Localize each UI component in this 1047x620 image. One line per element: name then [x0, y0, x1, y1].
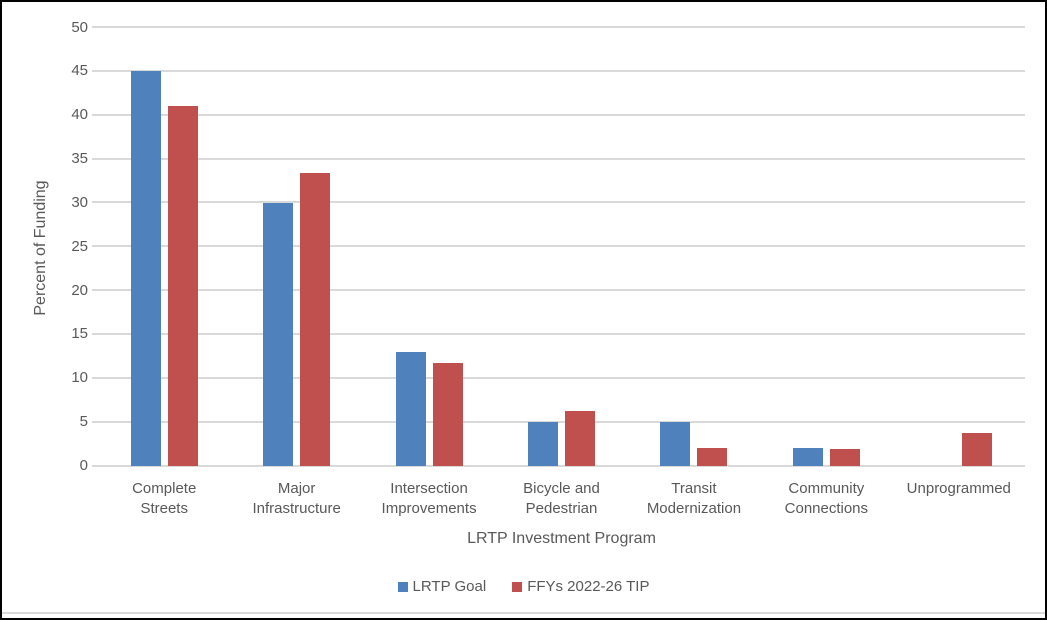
- y-tick-label-50: 50: [71, 18, 88, 36]
- gridline-y-50: [92, 26, 1025, 28]
- gridline-y-35: [92, 157, 1025, 160]
- gridline-y-0: [92, 464, 1025, 467]
- x-category-label-community-connections: Community Connections: [760, 479, 892, 519]
- bar-ffys-2022-26-tip-intersection-improvements: [432, 363, 463, 466]
- x-category-label-line: Connections: [784, 500, 869, 517]
- legend: LRTP Goal FFYs 2022-26 TIP: [2, 578, 1045, 595]
- bar-ffys-2022-26-tip-transit-modernization: [697, 448, 728, 466]
- gridline-y-10: [92, 376, 1025, 379]
- legend-item-ffys-2022-26-tip: FFYs 2022-26 TIP: [512, 578, 649, 595]
- x-category-label-unprogrammed: Unprogrammed: [893, 479, 1025, 499]
- gridline-y-45: [92, 69, 1025, 72]
- y-tick-label-0: 0: [79, 457, 88, 474]
- y-tick-label-15: 15: [71, 325, 88, 343]
- gridline-y-20: [92, 289, 1025, 292]
- gridline-y-5: [92, 420, 1025, 423]
- x-category-label-line: Transit: [671, 480, 717, 497]
- gridline-y-25: [92, 245, 1025, 248]
- bar-ffys-2022-26-tip-major-infrastructure: [300, 173, 331, 466]
- bar-lrtp-goal-bicycle-and-pedestrian: [528, 422, 558, 466]
- x-category-label-line: Community: [788, 480, 865, 497]
- y-tick-label-5: 5: [79, 413, 88, 431]
- x-category-label-complete-streets: Complete Streets: [98, 479, 230, 519]
- x-category-label-major-infrastructure: Major Infrastructure: [231, 479, 363, 519]
- bottom-divider-line: [2, 612, 1045, 614]
- y-tick-label-40: 40: [71, 106, 88, 124]
- bar-lrtp-goal-intersection-improvements: [395, 351, 426, 466]
- x-category-label-line: Pedestrian: [525, 500, 598, 517]
- bar-ffys-2022-26-tip-bicycle-and-pedestrian: [565, 410, 595, 466]
- legend-marker-ffys-2022-26-tip: [512, 581, 523, 592]
- y-tick-label-45: 45: [71, 62, 88, 80]
- bar-ffys-2022-26-tip-unprogrammed: [962, 432, 993, 466]
- x-category-label-line: Streets: [140, 500, 188, 517]
- x-category-label-line: Infrastructure: [252, 500, 341, 517]
- x-category-label-line: Improvements: [381, 500, 477, 517]
- bar-lrtp-goal-major-infrastructure: [263, 202, 294, 466]
- bar-ffys-2022-26-tip-community-connections: [829, 449, 860, 466]
- x-category-label-line: Modernization: [646, 500, 742, 517]
- x-category-label-line: Intersection: [390, 480, 468, 497]
- y-tick-label-10: 10: [71, 369, 88, 387]
- gridline-y-40: [92, 113, 1025, 116]
- x-category-label-transit-modernization: Transit Modernization: [628, 479, 760, 519]
- legend-label-lrtp-goal: LRTP Goal: [412, 578, 487, 595]
- x-category-label-line: Unprogrammed: [906, 480, 1011, 497]
- x-category-label-line: Complete: [132, 480, 197, 497]
- bar-lrtp-goal-community-connections: [792, 448, 823, 466]
- x-category-label-line: Bicycle and: [523, 480, 600, 497]
- x-category-label-line: Major: [277, 480, 316, 497]
- gridline-y-30: [92, 201, 1025, 204]
- bar-lrtp-goal-complete-streets: [130, 71, 161, 466]
- bar-lrtp-goal-transit-modernization: [660, 422, 691, 466]
- x-axis-title: LRTP Investment Program: [467, 530, 656, 547]
- x-category-label-intersection-improvements: Intersection Improvements: [363, 479, 495, 519]
- x-category-label-bicycle-and-pedestrian: Bicycle and Pedestrian: [496, 479, 628, 519]
- bar-ffys-2022-26-tip-complete-streets: [167, 106, 198, 466]
- legend-item-lrtp-goal: LRTP Goal: [397, 578, 487, 595]
- legend-label-ffys-2022-26-tip: FFYs 2022-26 TIP: [527, 578, 650, 595]
- legend-marker-lrtp-goal: [397, 581, 408, 592]
- y-tick-label-30: 30: [71, 193, 88, 211]
- y-tick-label-25: 25: [71, 237, 88, 255]
- gridline-y-15: [92, 332, 1025, 335]
- y-tick-label-20: 20: [71, 281, 88, 299]
- y-tick-label-35: 35: [71, 150, 88, 168]
